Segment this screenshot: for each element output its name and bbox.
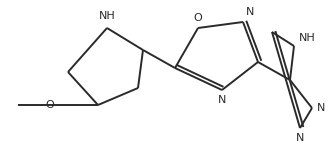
- Text: N: N: [317, 103, 325, 113]
- Text: O: O: [45, 100, 54, 110]
- Text: N: N: [246, 7, 254, 17]
- Text: NH: NH: [99, 11, 116, 21]
- Text: N: N: [218, 95, 226, 105]
- Text: NH: NH: [299, 33, 316, 43]
- Text: N: N: [296, 133, 304, 143]
- Text: O: O: [194, 13, 203, 23]
